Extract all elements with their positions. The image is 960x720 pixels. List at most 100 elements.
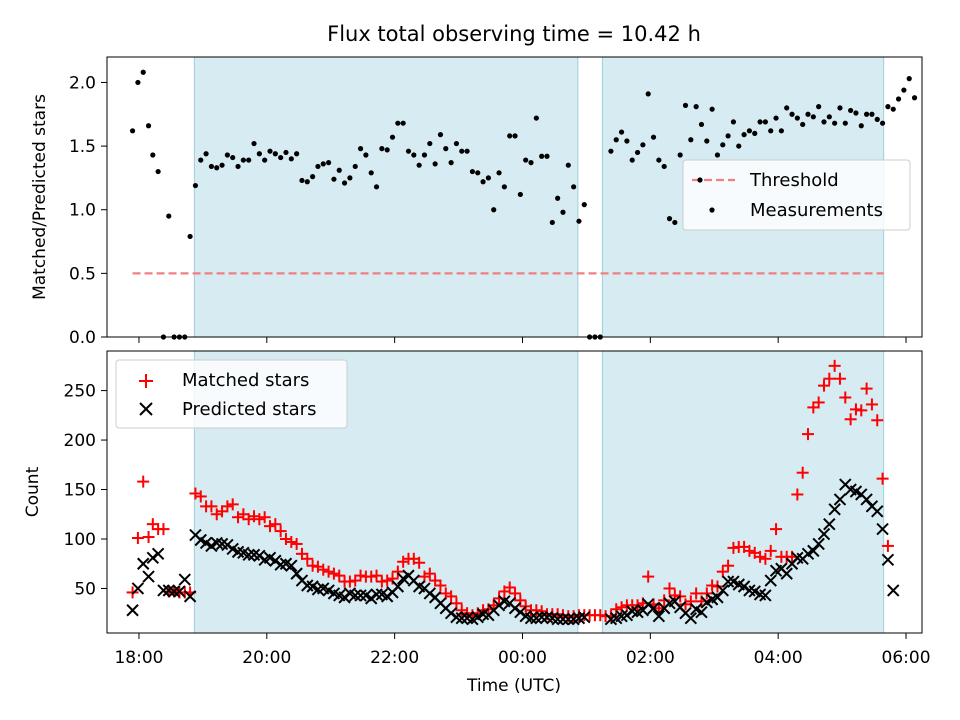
predicted-point-103 xyxy=(695,606,708,619)
measurement-point-95 xyxy=(640,142,646,148)
predicted-point-95 xyxy=(652,609,666,623)
measurement-point-100 xyxy=(666,216,673,222)
matched-point-19 xyxy=(226,498,239,511)
measurement-point-24 xyxy=(256,151,262,157)
legend-predicted-label: Predicted stars xyxy=(182,399,316,420)
predicted-point-30 xyxy=(285,559,298,572)
legend-predicted-marker xyxy=(139,402,153,416)
matched-point-69 xyxy=(493,592,506,605)
bottom-panel: 50 100 150 200 250 18:00 20:00 22:00 00:00 02:00… xyxy=(23,350,931,696)
matched-point-108 xyxy=(700,587,713,600)
measurement-point-68 xyxy=(491,207,497,213)
measurement-point-72 xyxy=(512,133,518,139)
measurement-point-21 xyxy=(240,157,246,163)
matched-point-129 xyxy=(812,396,825,409)
matched-point-46 xyxy=(370,569,383,582)
matched-point-22 xyxy=(242,513,255,526)
measurement-point-2 xyxy=(140,69,146,75)
predicted-point-85 xyxy=(578,610,591,624)
measurement-point-104 xyxy=(688,137,694,143)
matched-point-121 xyxy=(770,523,783,536)
top-y-axis-label: Matched/Predicted stars xyxy=(30,94,50,300)
measurement-point-119 xyxy=(768,128,774,134)
measurement-point-132 xyxy=(837,105,843,111)
measurement-point-26 xyxy=(267,148,273,154)
top-observing-window-1 xyxy=(193,56,579,338)
measurement-point-43 xyxy=(357,146,364,152)
predicted-point-94 xyxy=(647,602,660,615)
measurement-point-12 xyxy=(192,182,199,189)
measurement-point-14 xyxy=(203,151,209,157)
predicted-point-124 xyxy=(807,544,820,558)
legend-threshold-dot xyxy=(697,177,703,183)
matched-point-39 xyxy=(333,569,346,582)
matched-stars-series xyxy=(126,359,894,623)
predicted-point-115 xyxy=(759,589,772,602)
matched-point-120 xyxy=(764,544,777,557)
measurement-point-124 xyxy=(794,115,800,121)
matched-point-91 xyxy=(610,603,623,616)
measurement-point-63 xyxy=(464,148,470,154)
matched-point-30 xyxy=(285,535,298,548)
matched-point-2 xyxy=(137,475,150,488)
measurement-point-91 xyxy=(618,129,625,135)
measurement-point-143 xyxy=(895,96,902,102)
matched-point-20 xyxy=(232,511,245,524)
bottom-y-tick-label-4: 250 xyxy=(64,382,96,402)
legend-matched-label: Matched stars xyxy=(182,370,309,391)
bottom-legend-box xyxy=(115,359,348,429)
measurement-point-55 xyxy=(421,152,428,158)
matched-point-48 xyxy=(381,574,394,587)
measurement-point-5 xyxy=(155,168,161,175)
measurement-point-16 xyxy=(214,165,220,171)
measurement-point-96 xyxy=(645,91,651,97)
measurement-point-37 xyxy=(325,160,332,166)
matched-point-72 xyxy=(509,587,522,600)
matched-point-119 xyxy=(759,552,772,565)
bottom-y-axis: 50 100 150 200 250 xyxy=(64,382,107,599)
measurement-point-0 xyxy=(129,128,136,134)
matched-point-55 xyxy=(418,570,431,583)
matched-point-141 xyxy=(876,472,889,485)
bottom-plot-frame xyxy=(106,350,923,634)
measurement-point-133 xyxy=(842,120,848,126)
matched-point-71 xyxy=(503,581,516,594)
predicted-point-50 xyxy=(391,580,405,593)
predicted-point-46 xyxy=(370,588,383,601)
measurement-point-126 xyxy=(805,111,811,117)
predicted-point-125 xyxy=(812,537,825,551)
measurement-point-45 xyxy=(368,170,374,176)
measurement-point-117 xyxy=(757,119,763,125)
predicted-point-1 xyxy=(131,582,145,595)
measurement-point-78 xyxy=(544,153,550,159)
measurement-point-121 xyxy=(778,128,784,134)
measurement-point-98 xyxy=(656,157,662,163)
measurement-point-122 xyxy=(784,105,790,111)
top-y-axis: 0.0 0.5 1.0 1.5 2.0 xyxy=(69,73,107,348)
matched-point-140 xyxy=(871,414,884,427)
measurement-point-51 xyxy=(400,120,406,126)
predicted-point-139 xyxy=(887,584,900,597)
matched-point-25 xyxy=(258,511,271,524)
x-tick-label-2: 22:00 xyxy=(370,648,419,668)
measurement-point-57 xyxy=(432,161,438,167)
matched-point-37 xyxy=(322,565,335,578)
measurement-point-58 xyxy=(437,132,444,138)
measurement-point-32 xyxy=(299,177,305,184)
measurement-point-90 xyxy=(613,137,619,143)
predicted-point-138 xyxy=(881,553,895,566)
predicted-point-42 xyxy=(349,589,362,602)
matched-point-137 xyxy=(855,404,868,417)
top-x-axis-ticks xyxy=(138,337,907,343)
measurement-point-144 xyxy=(901,87,907,93)
matched-point-28 xyxy=(274,525,287,538)
top-legend-box xyxy=(682,159,911,231)
matched-point-59 xyxy=(439,587,452,600)
matched-point-16 xyxy=(210,508,223,521)
predicted-point-2 xyxy=(137,557,150,570)
measurement-point-127 xyxy=(810,114,816,120)
predicted-point-10 xyxy=(178,573,191,586)
matched-point-33 xyxy=(301,552,314,565)
measurement-point-31 xyxy=(294,151,300,157)
predicted-point-81 xyxy=(556,612,570,626)
